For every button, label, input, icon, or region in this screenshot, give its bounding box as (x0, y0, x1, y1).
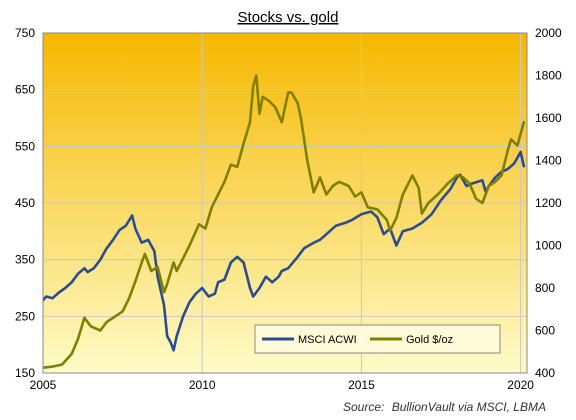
plot-border (42, 32, 528, 374)
x-tick-label: 2010 (189, 378, 216, 392)
y-right-tick-label: 1400 (535, 154, 562, 168)
series-line-0 (43, 150, 526, 352)
y-right-tick-label: 400 (535, 366, 555, 380)
y-right-tick-label: 1200 (535, 196, 562, 210)
y-left-tick-label: 150 (15, 366, 35, 380)
y-left-tick-label: 250 (15, 309, 35, 323)
y-left-tick-label: 750 (15, 26, 35, 40)
x-tick-label: 2020 (507, 378, 534, 392)
series-line-1 (43, 74, 526, 370)
y-left-axis-ticks: 150 250 350 450 550 650 750 (15, 26, 35, 380)
source-note: Source: BullionVault via MSCI, LBMA (343, 400, 546, 414)
legend-label-0: MSCI ACWI (298, 334, 357, 346)
y-right-axis-ticks: 400 600 800 1000 1200 1400 1600 1800 2000 (535, 26, 562, 380)
y-left-tick-label: 650 (15, 83, 35, 97)
x-axis-ticks: 2005 2010 2015 2020 (30, 378, 535, 392)
y-right-tick-label: 1600 (535, 111, 562, 125)
y-right-tick-label: 2000 (535, 26, 562, 40)
y-left-tick-label: 450 (15, 196, 35, 210)
source-text: BullionVault via MSCI, LBMA (392, 400, 546, 414)
y-right-tick-label: 1000 (535, 239, 562, 253)
y-right-tick-label: 800 (535, 281, 555, 295)
legend: MSCI ACWI Gold $/oz (254, 324, 501, 354)
y-left-tick-label: 550 (15, 139, 35, 153)
y-right-tick-label: 600 (535, 324, 555, 338)
x-tick-label: 2015 (348, 378, 375, 392)
x-tick-label: 2005 (30, 378, 57, 392)
source-prefix: Source: (343, 400, 384, 414)
y-right-tick-label: 1800 (535, 69, 562, 83)
y-left-tick-label: 350 (15, 253, 35, 267)
legend-label-1: Gold $/oz (406, 334, 453, 346)
chart-title: Stocks vs. gold (238, 9, 339, 26)
series-lines (43, 74, 526, 370)
